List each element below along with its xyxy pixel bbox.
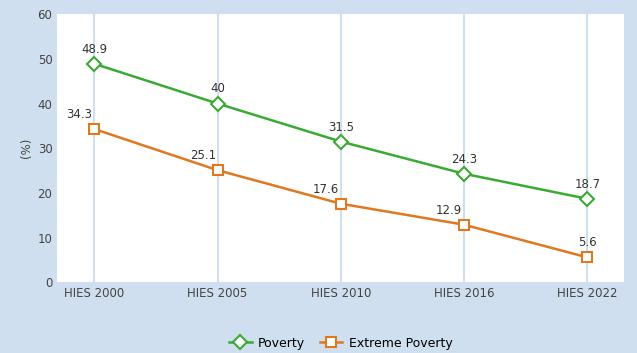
Poverty [583,197,591,201]
Text: 40: 40 [210,83,225,96]
Text: 48.9: 48.9 [82,43,108,56]
Text: 31.5: 31.5 [328,120,354,133]
Line: Extreme Poverty: Extreme Poverty [89,124,592,262]
Text: 5.6: 5.6 [578,236,597,249]
Legend: Poverty, Extreme Poverty: Poverty, Extreme Poverty [224,331,457,353]
Text: 24.3: 24.3 [451,153,477,166]
Extreme Poverty [337,202,345,206]
Poverty [460,172,468,176]
Text: 25.1: 25.1 [190,149,216,162]
Text: 12.9: 12.9 [436,204,462,217]
Poverty [214,101,222,106]
Extreme Poverty [214,168,222,172]
Line: Poverty: Poverty [89,59,592,204]
Text: 34.3: 34.3 [66,108,92,121]
Poverty [337,139,345,144]
Poverty [90,62,98,66]
Text: 18.7: 18.7 [574,178,600,191]
Text: 17.6: 17.6 [313,183,339,196]
Extreme Poverty [460,223,468,227]
Extreme Poverty [583,255,591,259]
Y-axis label: (%): (%) [20,138,33,158]
Extreme Poverty [90,127,98,131]
